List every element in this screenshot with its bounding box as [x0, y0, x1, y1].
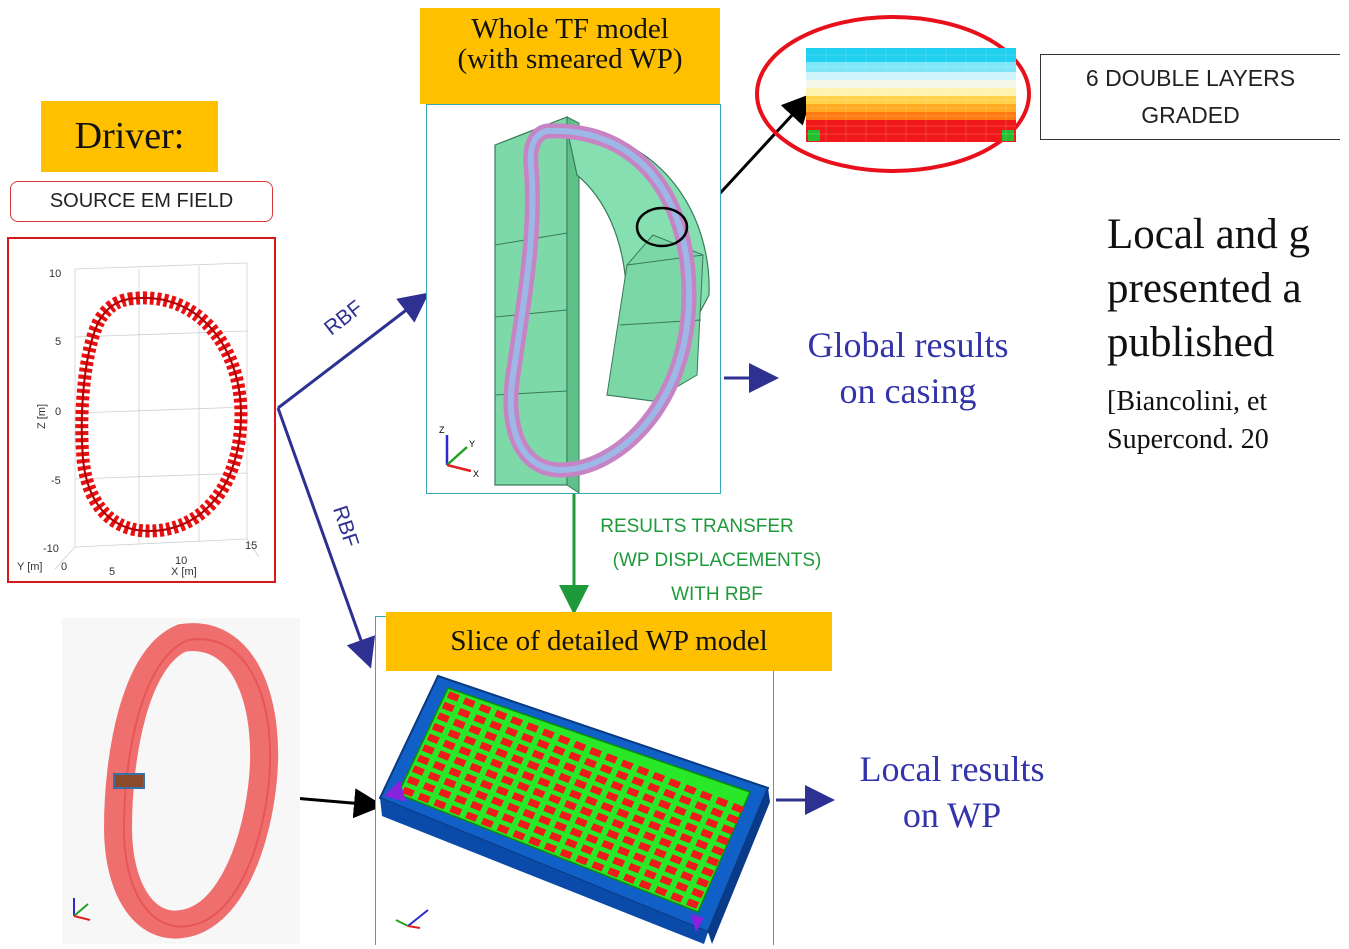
x-axis-label: X [m] — [171, 566, 197, 578]
tf-axis-y: Y — [469, 439, 475, 449]
driver-label: Driver: — [41, 101, 218, 172]
results-transfer-line1: RESULTS TRANSFER — [542, 510, 852, 544]
citation-line2: Supercond. 20 — [1107, 421, 1269, 459]
results-transfer-line3: WITH RBF — [582, 578, 852, 612]
tf-coil-model: Z Y X — [427, 105, 720, 493]
results-transfer-line2: (WP DISPLACEMENTS) — [582, 544, 852, 578]
results-transfer-label: RESULTS TRANSFER (WP DISPLACEMENTS) WITH… — [582, 510, 852, 612]
local-results-label: Local results on WP — [832, 746, 1072, 838]
graded-section-image — [806, 48, 1016, 142]
source-em-box: SOURCE EM FIELD — [10, 181, 273, 222]
slice-label: Slice of detailed WP model — [386, 612, 832, 671]
coil-image — [62, 618, 300, 944]
z-tick-5: 5 — [55, 336, 61, 348]
whole-tf-label: Whole TF model (with smeared WP) — [420, 8, 720, 104]
tf-axis-z: Z — [439, 425, 445, 435]
double-layers-box: 6 DOUBLE LAYERS GRADED — [1040, 54, 1340, 140]
x-tick-15: 15 — [245, 540, 257, 552]
global-results-line2: on casing — [778, 368, 1038, 414]
source-em-plot: 10 5 0 -5 -10 Z [m] Y [m] 0 5 10 15 X [m… — [7, 237, 276, 583]
x-tick-5: 5 — [109, 566, 115, 578]
z-tick-10: 10 — [49, 268, 61, 280]
global-results-line1: Global results — [778, 322, 1038, 368]
local-results-line1: Local results — [832, 746, 1072, 792]
whole-tf-label-line1: Whole TF model — [420, 14, 720, 44]
wp-slice-model — [378, 670, 770, 944]
side-text-line1: Local and g — [1107, 208, 1310, 262]
double-layers-line1: 6 DOUBLE LAYERS — [1041, 60, 1340, 97]
local-results-line2: on WP — [832, 792, 1072, 838]
global-results-label: Global results on casing — [778, 322, 1038, 414]
z-tick-m5: -5 — [51, 475, 61, 487]
double-layers-line2: GRADED — [1041, 97, 1340, 134]
z-tick-0: 0 — [55, 406, 61, 418]
citation-line1: [Biancolini, et — [1107, 383, 1269, 421]
side-text-line3: published — [1107, 316, 1310, 370]
tf-axis-x: X — [473, 469, 479, 479]
side-text: Local and g presented a published — [1107, 208, 1310, 370]
whole-tf-label-line2: (with smeared WP) — [420, 44, 720, 74]
z-axis-label: Z [m] — [36, 404, 48, 429]
y-axis-label: Y [m] — [17, 561, 42, 573]
whole-tf-panel: Z Y X — [426, 104, 721, 494]
z-tick-m10: -10 — [43, 543, 59, 555]
citation: [Biancolini, et Supercond. 20 — [1107, 383, 1269, 459]
side-text-line2: presented a — [1107, 262, 1310, 316]
y-tick-0: 0 — [61, 561, 67, 573]
